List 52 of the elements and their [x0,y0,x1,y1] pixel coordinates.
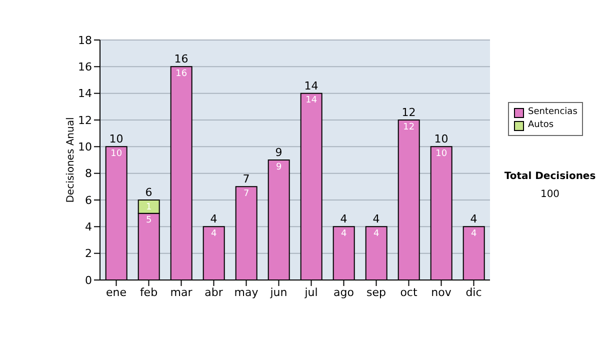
legend-label: Autos [528,119,554,132]
data-label: 4 [470,229,477,240]
total-label: 4 [372,212,380,226]
data-label: 4 [210,229,217,240]
total-label: 4 [470,212,478,226]
data-label: 9 [276,162,282,172]
total-label: 6 [145,186,152,199]
text: 100 [539,189,561,200]
x-tick-label: may [234,286,259,299]
y-tick-label: 16 [78,60,92,74]
total-label: 7 [242,172,250,186]
data-label: 4 [340,229,347,240]
data-label: 16 [176,69,188,80]
data-label: 1 [146,202,152,212]
x-tick-label: mar [170,286,193,299]
x-tick-label: jun [269,286,288,299]
x-tick-label: feb [140,286,158,299]
y-tick-label: 4 [85,220,92,234]
x-tick-label: abr [204,286,224,299]
y-tick-label: 0 [85,274,92,287]
x-tick-label: oct [400,286,418,299]
y-tick-label: 10 [78,140,92,154]
total-label: 10 [434,132,448,146]
total-label: 4 [210,212,218,226]
total-label: 16 [174,52,188,66]
y-tick-label: 2 [85,247,92,260]
data-label: 10 [110,149,122,160]
x-tick-label: ene [106,286,127,299]
x-tick-label: ago [334,286,354,299]
y-tick-label: 6 [85,194,92,207]
total-label: 14 [304,79,318,92]
x-tick-label: sep [366,286,386,299]
y-axis-title: Decisiones Anual [66,117,77,203]
x-tick-label: dic [466,286,482,299]
x-tick-label: jul [304,286,318,299]
y-tick-label: 18 [78,34,92,47]
y-tick-label: 8 [85,167,92,180]
total-label: 4 [340,212,348,226]
total-label: 9 [275,146,282,159]
legend-label: Sentencias [528,106,578,119]
y-tick-label: 12 [78,114,92,127]
data-label: 5 [146,216,152,226]
total-label: 12 [402,106,416,119]
data-label: 14 [306,96,318,106]
text: Total Decisiones [503,171,597,182]
data-label: 7 [243,189,250,200]
x-tick-label: nov [431,286,452,299]
data-label: 4 [373,229,380,240]
total-label: 10 [109,132,124,146]
data-label: 12 [403,122,415,132]
data-label: 10 [436,149,448,160]
y-tick-label: 14 [78,87,92,100]
